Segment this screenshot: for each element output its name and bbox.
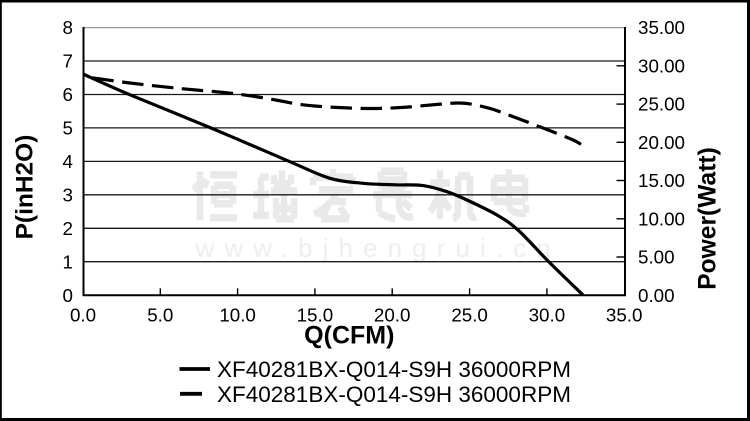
svg-text:XF40281BX-Q014-S9H 36000RPM: XF40281BX-Q014-S9H 36000RPM <box>217 357 571 382</box>
svg-text:0.00: 0.00 <box>638 285 675 306</box>
svg-text:2: 2 <box>63 218 73 239</box>
svg-text:3: 3 <box>63 184 73 205</box>
svg-text:20.0: 20.0 <box>374 305 411 326</box>
svg-text:5.00: 5.00 <box>638 247 675 268</box>
svg-text:35.00: 35.00 <box>638 17 685 38</box>
svg-text:0.0: 0.0 <box>70 305 96 326</box>
svg-text:Power(Watt): Power(Watt) <box>695 147 722 290</box>
svg-text:P(inH2O): P(inH2O) <box>12 135 39 240</box>
svg-text:XF40281BX-Q014-S9H 36000RPM: XF40281BX-Q014-S9H 36000RPM <box>217 382 571 407</box>
svg-text:www.bjhengrui.cn: www.bjhengrui.cn <box>195 233 561 263</box>
svg-text:25.00: 25.00 <box>638 94 685 115</box>
svg-text:1: 1 <box>63 251 73 272</box>
svg-text:0: 0 <box>63 285 73 306</box>
svg-text:20.00: 20.00 <box>638 132 685 153</box>
svg-text:30.0: 30.0 <box>529 305 566 326</box>
svg-text:10.00: 10.00 <box>638 208 685 229</box>
svg-text:15.0: 15.0 <box>297 305 334 326</box>
svg-text:25.0: 25.0 <box>451 305 488 326</box>
svg-text:Q(CFM): Q(CFM) <box>304 322 394 350</box>
svg-text:7: 7 <box>63 51 73 72</box>
svg-text:30.00: 30.00 <box>638 55 685 76</box>
svg-text:10.0: 10.0 <box>219 305 256 326</box>
svg-text:15.00: 15.00 <box>638 170 685 191</box>
svg-text:5.0: 5.0 <box>147 305 173 326</box>
svg-text:5: 5 <box>63 118 73 139</box>
svg-text:6: 6 <box>63 84 73 105</box>
svg-text:8: 8 <box>63 17 73 38</box>
svg-text:35.0: 35.0 <box>606 305 643 326</box>
svg-text:4: 4 <box>63 151 73 172</box>
